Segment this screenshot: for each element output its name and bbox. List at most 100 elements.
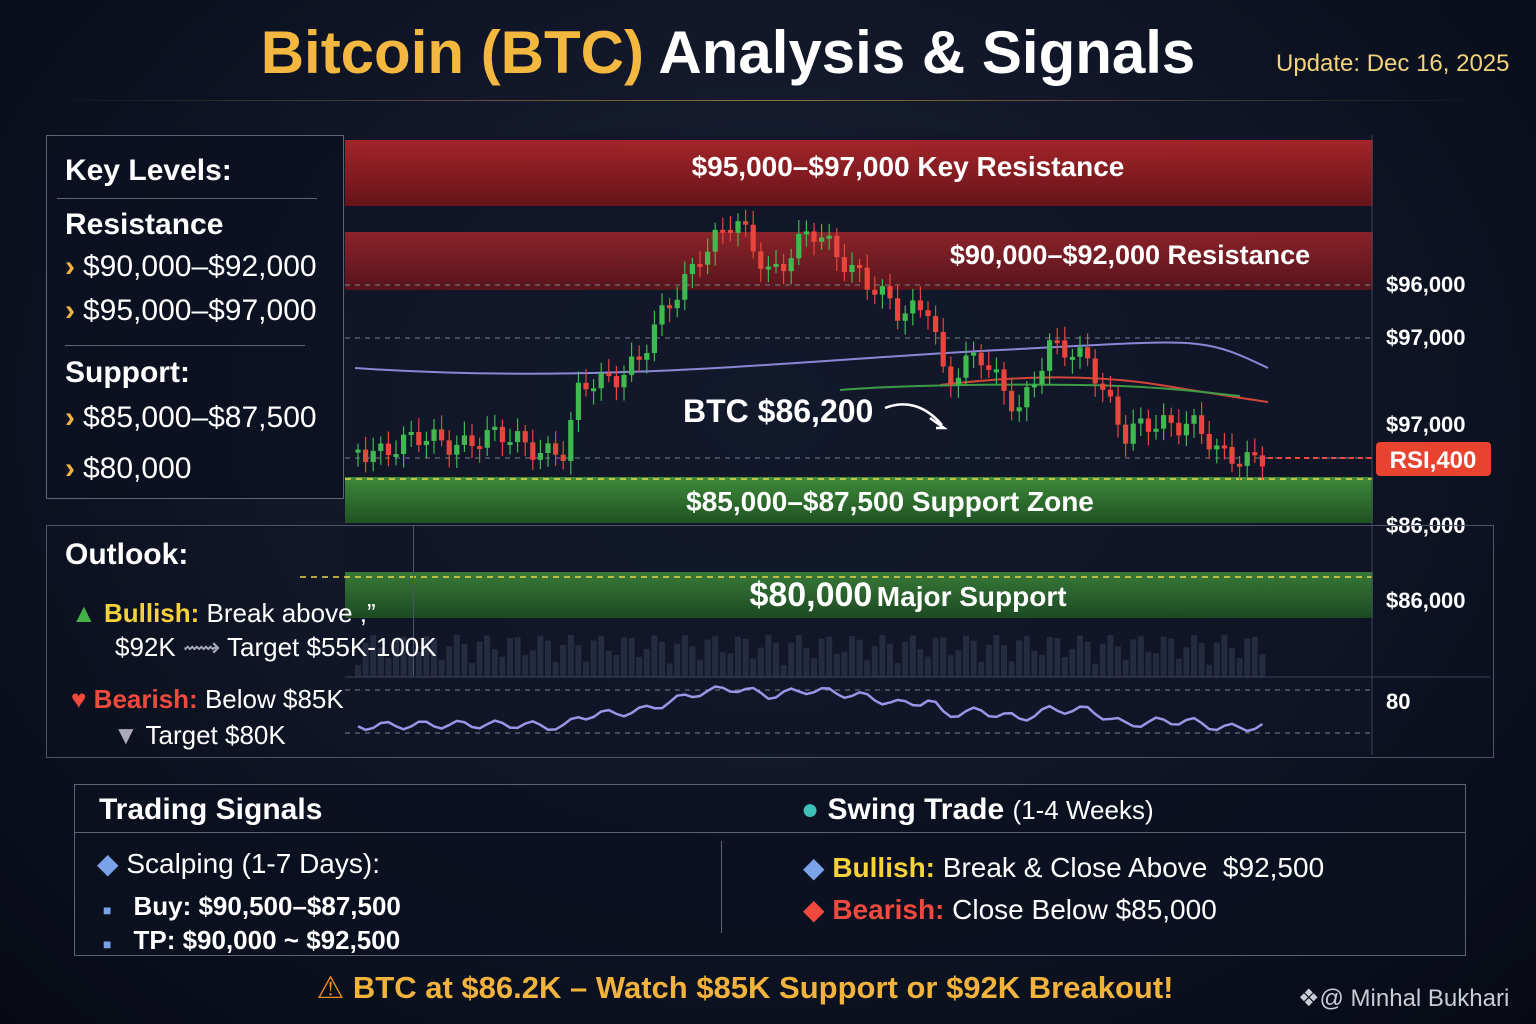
support-heading: Support: bbox=[65, 356, 190, 389]
swing-bullish-text: Break & Close Above $92,500 bbox=[942, 852, 1325, 883]
volume-bar bbox=[1023, 635, 1030, 677]
volume-bar bbox=[712, 636, 719, 677]
candle-body bbox=[1168, 415, 1174, 423]
divider bbox=[75, 832, 1465, 833]
volume-bar bbox=[499, 656, 506, 677]
candle-body bbox=[1039, 370, 1045, 385]
volume-bar bbox=[1244, 638, 1251, 677]
credit-text: @ Minhal Bukhari bbox=[1319, 985, 1510, 1012]
moving-average bbox=[939, 376, 1269, 403]
divider bbox=[30, 100, 1506, 101]
candle-body bbox=[978, 352, 984, 366]
candle-body bbox=[667, 305, 673, 309]
volume-bar bbox=[385, 658, 392, 677]
volume-bar bbox=[1213, 642, 1220, 677]
volume-bar bbox=[811, 658, 817, 677]
volume-bar bbox=[560, 644, 567, 677]
volume-bar bbox=[750, 658, 757, 677]
volume-bar bbox=[841, 651, 848, 677]
volume-bar bbox=[1099, 643, 1106, 677]
volume-bar bbox=[849, 636, 855, 677]
volume-bar bbox=[567, 635, 574, 677]
volume-bar bbox=[894, 663, 901, 677]
volume-bar bbox=[917, 649, 924, 677]
volume-bar bbox=[887, 643, 893, 677]
candles bbox=[355, 209, 1265, 481]
bearish-target-line: ▼ Target $80K bbox=[113, 720, 286, 750]
volume-bar bbox=[833, 653, 840, 677]
candle-body bbox=[750, 224, 756, 252]
candle-body bbox=[606, 373, 612, 377]
volume-bar bbox=[1191, 635, 1197, 677]
candle-body bbox=[530, 442, 536, 460]
candle-body bbox=[803, 231, 809, 235]
candle-body bbox=[773, 263, 779, 267]
volume-bar bbox=[940, 637, 947, 677]
volume-bar bbox=[1236, 658, 1243, 677]
candle-body bbox=[1062, 340, 1068, 358]
volume-bar bbox=[719, 652, 726, 677]
credit: ❖@ Minhal Bukhari bbox=[1298, 985, 1510, 1012]
title-part2: Analysis & Signals bbox=[658, 19, 1196, 86]
candle-body bbox=[697, 264, 703, 268]
bearish-label: Bearish: bbox=[93, 684, 198, 714]
volume-bar bbox=[537, 635, 544, 677]
candle-body bbox=[902, 313, 908, 321]
volume-bar bbox=[856, 639, 863, 677]
volume-bar bbox=[697, 659, 703, 677]
volume-bar bbox=[735, 636, 741, 677]
bearish-target: Target $80K bbox=[145, 720, 286, 750]
candle-body bbox=[515, 431, 521, 443]
candle-body bbox=[743, 221, 749, 225]
key-resistance-label: $95,000–$97,000 Key Resistance bbox=[692, 151, 1125, 182]
candle-body bbox=[636, 356, 642, 360]
axis-label: $86,000 bbox=[1386, 588, 1466, 613]
volume-bar bbox=[871, 646, 878, 677]
swing-bearish-line: ◆ Bearish: Close Below $85,000 bbox=[803, 894, 1217, 925]
resistance-label: $90,000–$92,000 Resistance bbox=[950, 240, 1310, 270]
candle-body bbox=[735, 221, 741, 233]
candle-body bbox=[712, 229, 718, 252]
volume-bar bbox=[704, 639, 711, 677]
candle-body bbox=[370, 450, 376, 463]
swing-bearish-label: Bearish: bbox=[832, 894, 945, 925]
candle-body bbox=[1153, 428, 1159, 432]
volume-bar bbox=[681, 635, 688, 677]
scalping-item: ■ TP: $90,000 ~ $92,500 bbox=[103, 925, 401, 955]
volume-bar bbox=[932, 637, 939, 677]
candle-body bbox=[925, 310, 931, 317]
update-date: Update: Dec 16, 2025 bbox=[1276, 50, 1510, 77]
candle-body bbox=[879, 286, 885, 295]
volume-bar bbox=[993, 635, 1000, 677]
candle-body bbox=[553, 443, 559, 455]
candle-body bbox=[1259, 455, 1265, 467]
volume-bar bbox=[780, 664, 787, 677]
volume-bar bbox=[1259, 653, 1266, 677]
bullish-text: Break above ,” bbox=[206, 598, 376, 628]
resistance-level: $90,000–$92,000 bbox=[83, 250, 317, 283]
volume-bar bbox=[598, 635, 605, 677]
candle-body bbox=[1183, 423, 1189, 436]
volume-bar bbox=[1130, 639, 1137, 677]
volume-bar bbox=[590, 640, 597, 677]
candle-body bbox=[963, 355, 969, 378]
candle-body bbox=[1047, 340, 1053, 371]
volume-bar bbox=[1198, 642, 1205, 677]
candle-body bbox=[408, 431, 414, 435]
candle-body bbox=[439, 429, 445, 441]
candle-body bbox=[1016, 407, 1022, 412]
candle-body bbox=[659, 305, 665, 325]
candle-body bbox=[423, 440, 429, 446]
volume-bar bbox=[552, 661, 559, 677]
volume-bar bbox=[955, 650, 962, 677]
bullish-line: ▲ Bullish: Break above ,” bbox=[71, 598, 376, 628]
candle-body bbox=[917, 300, 923, 311]
candle-body bbox=[416, 431, 422, 446]
volume-bar bbox=[902, 641, 909, 677]
candle-body bbox=[948, 366, 954, 385]
moving-average bbox=[839, 383, 1241, 397]
candle-body bbox=[910, 300, 916, 314]
volume-bar bbox=[757, 647, 764, 677]
candle-body bbox=[575, 382, 581, 420]
